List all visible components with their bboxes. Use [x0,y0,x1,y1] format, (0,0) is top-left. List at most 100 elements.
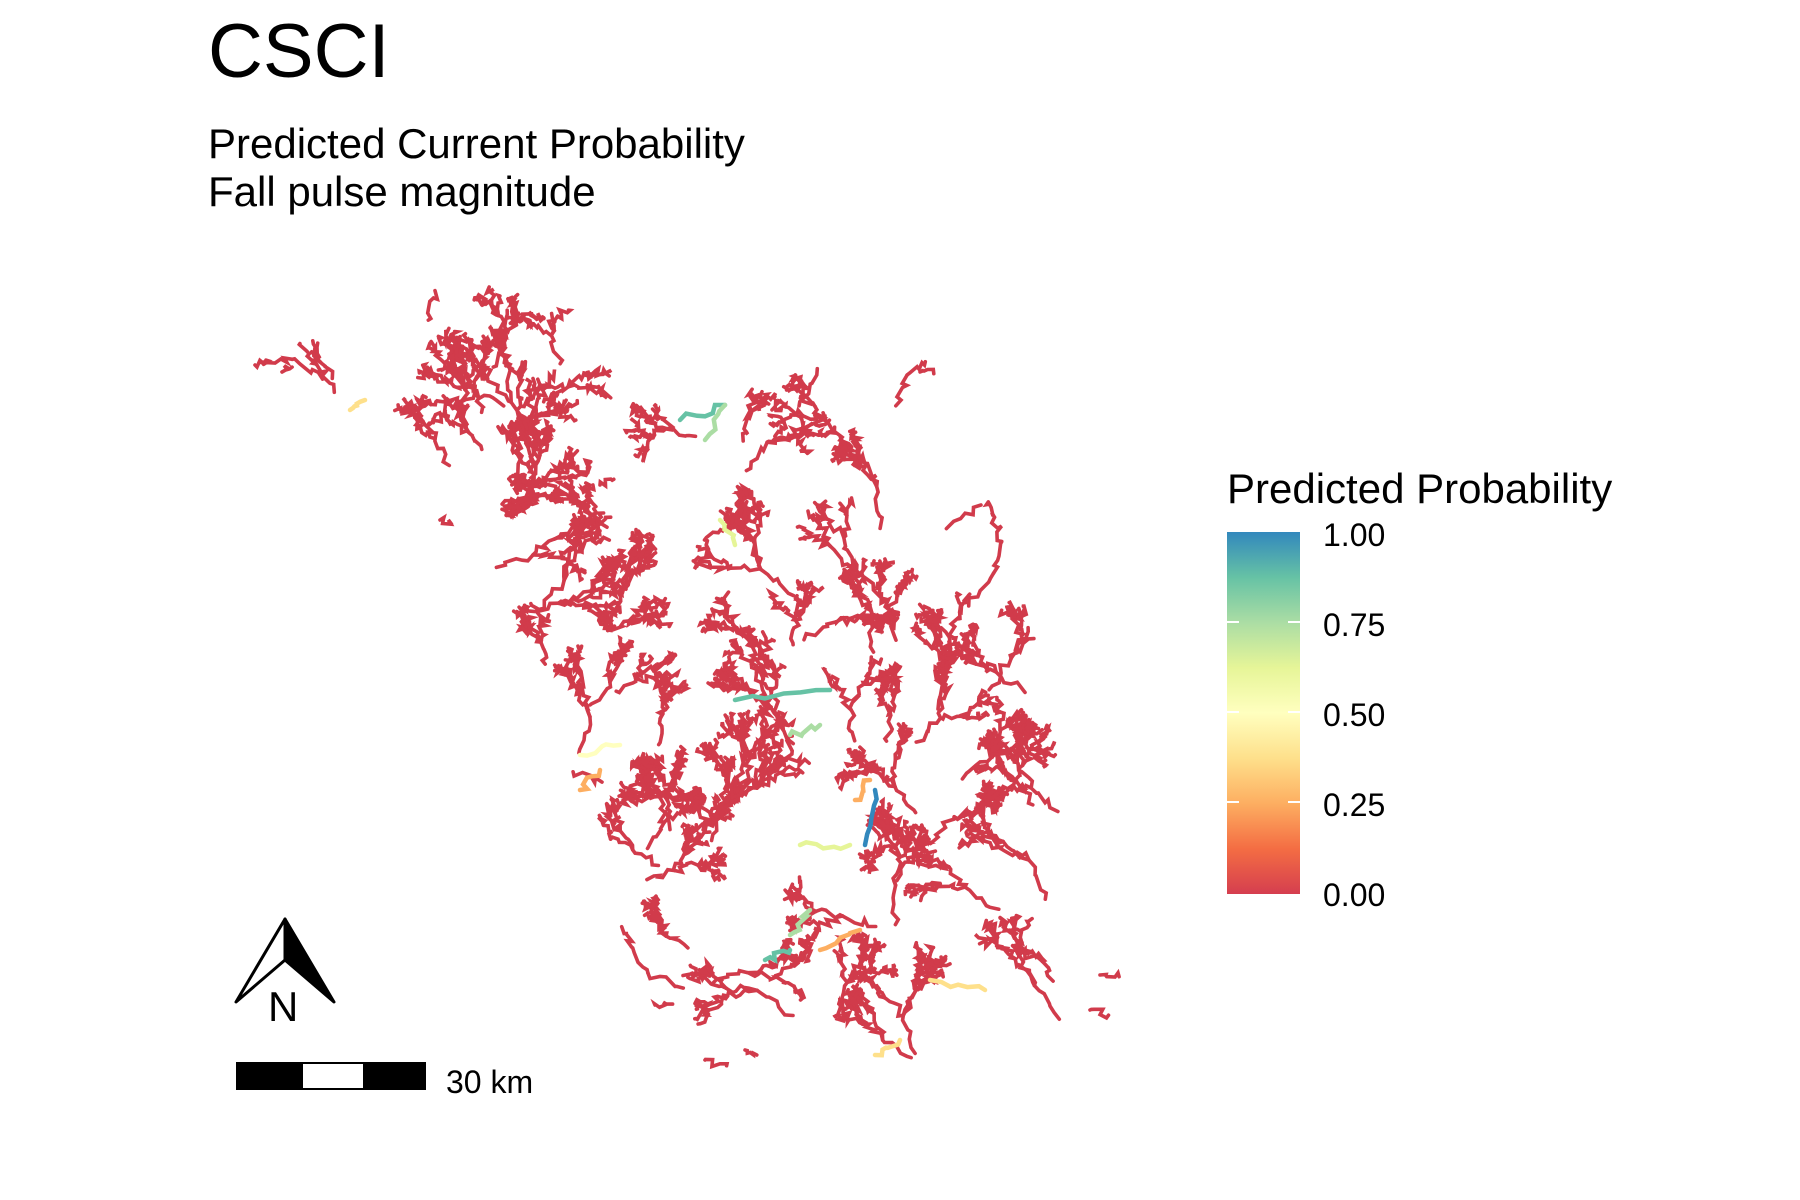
stream-segment [663,652,677,664]
stream-segment [893,735,913,762]
stream-segment [717,685,736,694]
stream-segment [707,993,730,1012]
stream-segment [693,831,702,846]
stream-segment [442,355,457,372]
stream-segment [710,555,733,572]
stream-segment [746,963,773,975]
stream-segment [864,966,885,976]
stream-segment [842,513,852,540]
stream-segment [588,680,613,707]
stream-segment [1011,728,1024,747]
stream-segment [918,887,928,903]
stream-segment [862,612,884,620]
legend-tick-1-00: 1.00 [1323,517,1386,553]
stream-segment [917,882,942,894]
stream-segment [848,682,866,710]
stream-segment [965,814,982,834]
stream-segment [843,758,862,768]
stream-segment [868,657,884,674]
stream-segment [960,632,973,650]
stream-segment [629,945,650,975]
stream-segment [936,691,948,720]
stream-segment [703,618,720,628]
stream-segment [841,535,857,572]
north-arrow-label: N [268,983,299,1030]
stream-segment [797,366,820,408]
stream-segment [836,980,849,1016]
stream-segment [697,966,715,979]
stream-segment [860,1022,885,1042]
stream-segment [887,608,898,642]
stream-segment [425,364,439,382]
stream-segment [478,338,490,355]
stream-segment [658,415,676,431]
stream-segment [652,594,668,608]
stream-segment [674,683,692,694]
high-probability-reach [702,402,728,443]
stream-segment [460,403,471,418]
stream-segment [877,819,890,841]
stream-segment [619,559,632,578]
stream-segment [871,769,897,789]
stream-segment [434,373,455,385]
stream-segment [836,768,854,784]
stream-segment [876,698,893,718]
stream-segment [720,721,734,737]
stream-segment [990,744,1019,759]
stream-segment [963,885,1001,911]
stream-segment [689,785,701,802]
stream-segment [552,406,570,416]
stream-segment [449,418,469,436]
stream-segment [840,914,878,929]
stream-segment [967,622,978,639]
stream-segment [859,464,880,489]
stream-segment [433,436,452,468]
stream-segment [773,420,789,438]
stream-segment [951,646,968,661]
stream-segment [693,1008,713,1022]
high-probability-reach [787,722,823,739]
stream-segment [514,419,525,440]
stream-segment [607,797,623,815]
stream-segment [658,685,670,703]
high-probability-reaches [347,397,988,1058]
stream-segment [448,403,463,422]
stream-segment [485,377,513,404]
stream-segment [513,359,528,382]
stream-segment [695,544,714,560]
stream-segment [653,671,663,688]
stream-segment [726,711,737,732]
stream-segment [982,500,997,520]
stream-segment [530,404,551,418]
stream-segment [768,704,795,746]
stream-segment [614,676,638,695]
stream-segment [548,460,568,476]
stream-segment [686,823,699,838]
stream-segment [664,798,673,832]
stream-segment [773,962,797,979]
stream-segment [886,836,903,859]
stream-segment [722,661,739,678]
stream-segment [1029,786,1060,814]
stream-segment [601,823,614,841]
stream-segment [802,620,838,642]
stream-segment [511,609,525,621]
stream-segment [874,558,884,575]
stream-segment [576,691,592,719]
stream-segment [679,790,695,801]
stream-segment [704,956,715,976]
legend-title: Predicted Probability [1227,465,1613,512]
stream-segment [746,687,773,709]
stream-segment [549,494,564,504]
stream-segment [513,437,525,481]
stream-segment [838,687,853,712]
stream-segment [553,398,568,411]
stream-segment [887,692,897,716]
stream-segment [507,424,525,436]
stream-segment [810,411,828,427]
stream-segment [491,335,509,369]
stream-segment [790,373,806,387]
stream-segment [594,611,610,625]
stream-segment [858,592,875,616]
stream-segment [539,640,549,666]
